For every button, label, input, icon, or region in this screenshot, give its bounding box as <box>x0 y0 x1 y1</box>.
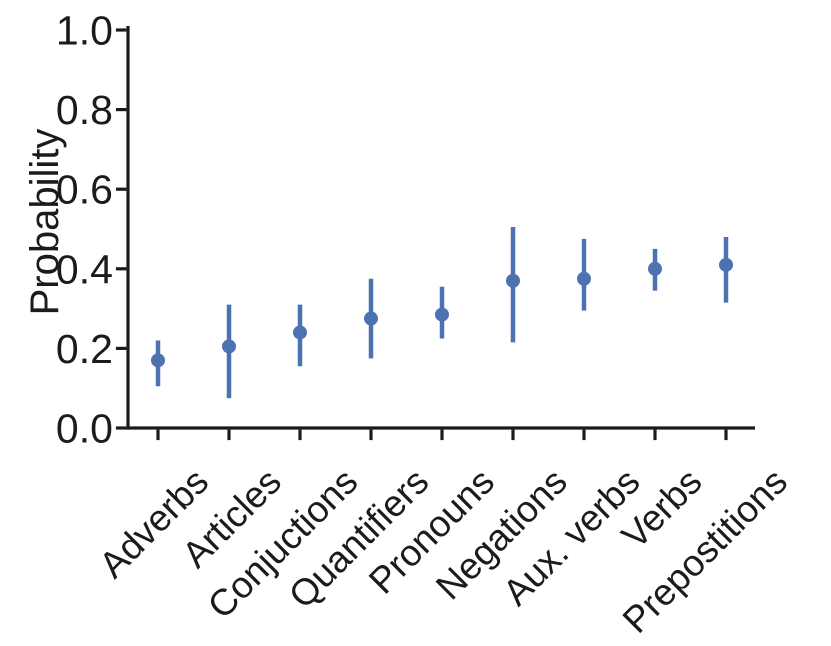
data-point <box>719 257 733 272</box>
data-point <box>293 325 307 340</box>
data-point <box>435 307 449 322</box>
y-tick-label: 0.8 <box>56 87 113 133</box>
y-tick-label: 1.0 <box>56 8 113 54</box>
data-point <box>648 261 662 276</box>
data-point <box>577 271 591 286</box>
data-point <box>506 273 520 288</box>
y-tick-label: 0.6 <box>56 167 113 213</box>
y-tick-label: 0.4 <box>56 246 113 292</box>
y-axis-title: Probability <box>23 129 67 316</box>
data-point <box>222 339 236 354</box>
chart-root: 0.00.20.40.60.81.0AdverbsArticlesConjuct… <box>56 8 795 641</box>
data-point <box>364 311 378 326</box>
y-tick-label: 0.0 <box>56 406 113 452</box>
data-point <box>151 353 165 368</box>
y-tick-label: 0.2 <box>56 326 113 372</box>
